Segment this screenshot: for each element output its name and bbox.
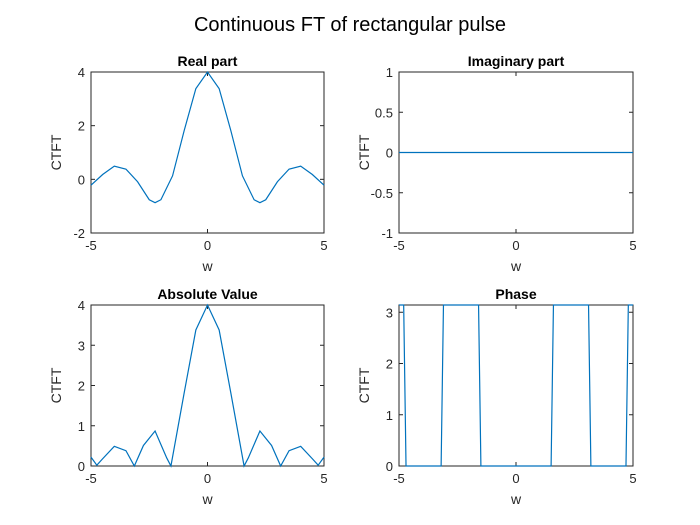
x-tick-label: 0 — [204, 471, 211, 486]
x-tick-label: -5 — [393, 238, 405, 253]
figure-title: Continuous FT of rectangular pulse — [194, 14, 506, 36]
tick-marks — [398, 305, 634, 467]
subplot-title: Absolute Value — [157, 286, 258, 302]
tick-labels: -5 0 5 -1 -0.5 0 0.5 1 — [371, 65, 637, 253]
y-tick-label: 3 — [386, 305, 393, 320]
subplot-title: Phase — [495, 286, 536, 302]
y-axis-label: CTFT — [356, 367, 372, 403]
axes-box — [90, 304, 325, 467]
subplot-title: Real part — [178, 53, 238, 69]
y-tick-label: -2 — [73, 226, 85, 241]
subplot-imaginary-part: Imaginary part -5 0 5 -1 -0.5 0 0.5 1 w CTFT — [356, 53, 637, 274]
y-tick-label: 0 — [386, 146, 393, 161]
series-line — [90, 303, 325, 468]
y-tick-label: 2 — [386, 357, 393, 372]
y-tick-label: 2 — [78, 119, 85, 134]
y-axis-label: CTFT — [48, 134, 64, 170]
x-tick-label: -5 — [85, 471, 97, 486]
x-tick-label: 0 — [512, 471, 519, 486]
y-axis-label: CTFT — [356, 134, 372, 170]
x-tick-label: 0 — [512, 238, 519, 253]
x-tick-label: -5 — [393, 471, 405, 486]
subplot-title: Imaginary part — [468, 53, 565, 69]
x-tick-label: 5 — [629, 471, 636, 486]
y-tick-label: 0 — [386, 459, 393, 474]
y-tick-label: -1 — [381, 226, 393, 241]
tick-labels: -5 0 5 -2 0 2 4 — [73, 65, 327, 253]
axes-box — [398, 304, 634, 467]
x-tick-label: 5 — [629, 238, 636, 253]
y-tick-label: 4 — [78, 65, 85, 80]
axes-box — [90, 71, 325, 234]
y-tick-label: 1 — [386, 408, 393, 423]
y-tick-label: 1 — [78, 419, 85, 434]
subplot-real-part: Real part -5 0 5 -2 0 2 4 w CTFT — [48, 53, 328, 274]
x-tick-label: 5 — [320, 238, 327, 253]
y-tick-label: 2 — [78, 379, 85, 394]
y-tick-label: 0 — [78, 459, 85, 474]
y-tick-label: 3 — [78, 338, 85, 353]
tick-marks — [90, 304, 325, 467]
tick-marks — [90, 71, 325, 234]
y-tick-label: 4 — [78, 298, 85, 313]
series-line — [90, 70, 325, 204]
y-tick-label: 0 — [78, 172, 85, 187]
y-tick-label: 1 — [386, 65, 393, 80]
series-line — [399, 304, 633, 467]
y-axis-label: CTFT — [48, 367, 64, 403]
x-axis-label: w — [201, 258, 213, 274]
y-tick-label: -0.5 — [371, 186, 393, 201]
x-tick-label: -5 — [85, 238, 97, 253]
x-tick-label: 5 — [320, 471, 327, 486]
x-tick-label: 0 — [204, 238, 211, 253]
x-axis-label: w — [510, 491, 522, 507]
x-axis-label: w — [201, 491, 213, 507]
x-axis-label: w — [510, 258, 522, 274]
y-tick-label: 0.5 — [375, 105, 393, 120]
